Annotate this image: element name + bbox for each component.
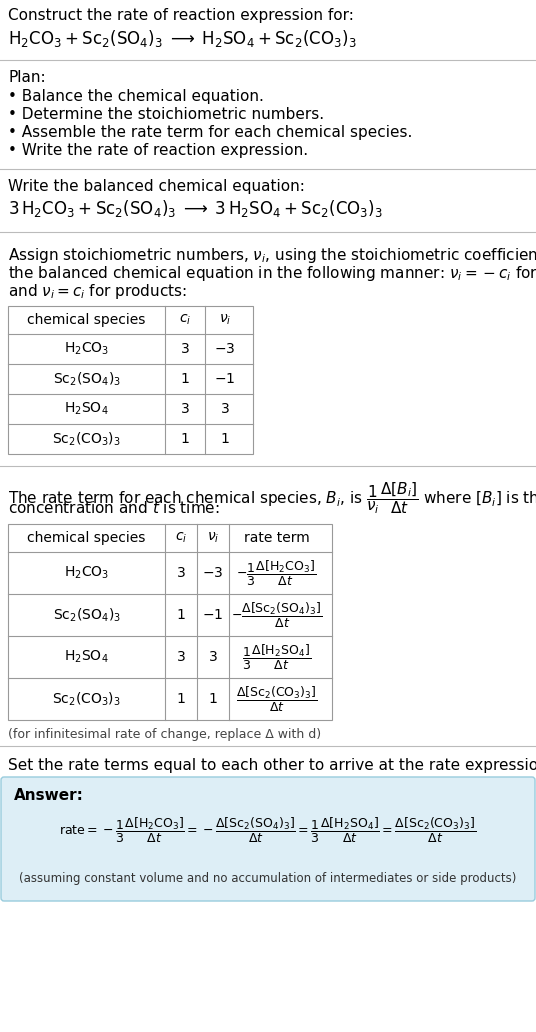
Text: $\nu_i$: $\nu_i$ — [219, 313, 231, 327]
Text: $c_i$: $c_i$ — [179, 313, 191, 327]
Text: 1: 1 — [176, 692, 185, 706]
Text: $c_i$: $c_i$ — [175, 530, 187, 545]
Text: 3: 3 — [177, 650, 185, 664]
Text: $-\dfrac{1}{3}\dfrac{\Delta[\mathrm{H_2CO_3}]}{\Delta t}$: $-\dfrac{1}{3}\dfrac{\Delta[\mathrm{H_2C… — [236, 558, 317, 587]
Bar — [8, 307, 253, 454]
Text: 3: 3 — [209, 650, 218, 664]
Text: $-\dfrac{\Delta[\mathrm{Sc_2(SO_4)_3}]}{\Delta t}$: $-\dfrac{\Delta[\mathrm{Sc_2(SO_4)_3}]}{… — [231, 601, 322, 630]
Text: $\mathrm{Sc_2(CO_3)_3}$: $\mathrm{Sc_2(CO_3)_3}$ — [52, 430, 121, 448]
Text: and $\nu_i = c_i$ for products:: and $\nu_i = c_i$ for products: — [8, 282, 187, 301]
Text: 1: 1 — [220, 432, 229, 446]
Text: $\mathrm{H_2CO_3}$: $\mathrm{H_2CO_3}$ — [64, 341, 109, 357]
Text: $-3$: $-3$ — [214, 342, 236, 356]
Text: $\dfrac{1}{3}\dfrac{\Delta[\mathrm{H_2SO_4}]}{\Delta t}$: $\dfrac{1}{3}\dfrac{\Delta[\mathrm{H_2SO… — [242, 643, 311, 672]
Text: chemical species: chemical species — [27, 531, 146, 545]
Text: $\mathrm{H_2CO_3}$: $\mathrm{H_2CO_3}$ — [64, 565, 109, 581]
Text: concentration and $t$ is time:: concentration and $t$ is time: — [8, 499, 220, 516]
Text: $-3$: $-3$ — [203, 566, 224, 580]
Text: Set the rate terms equal to each other to arrive at the rate expression:: Set the rate terms equal to each other t… — [8, 757, 536, 773]
Text: rate term: rate term — [244, 531, 309, 545]
Text: 3: 3 — [181, 342, 189, 356]
Text: • Assemble the rate term for each chemical species.: • Assemble the rate term for each chemic… — [8, 125, 412, 140]
Text: Plan:: Plan: — [8, 70, 46, 85]
Text: $\mathrm{H_2SO_4}$: $\mathrm{H_2SO_4}$ — [64, 649, 109, 666]
Text: $\nu_i$: $\nu_i$ — [207, 530, 219, 545]
Text: (for infinitesimal rate of change, replace Δ with d): (for infinitesimal rate of change, repla… — [8, 728, 321, 741]
Text: $\mathrm{Sc_2(CO_3)_3}$: $\mathrm{Sc_2(CO_3)_3}$ — [52, 690, 121, 708]
Text: $\mathrm{Sc_2(SO_4)_3}$: $\mathrm{Sc_2(SO_4)_3}$ — [53, 370, 121, 388]
Text: 3: 3 — [181, 402, 189, 416]
Text: 1: 1 — [181, 372, 189, 386]
Text: $\mathrm{rate} = -\dfrac{1}{3}\dfrac{\Delta[\mathrm{H_2CO_3}]}{\Delta t} = -\dfr: $\mathrm{rate} = -\dfrac{1}{3}\dfrac{\De… — [59, 815, 477, 844]
Text: (assuming constant volume and no accumulation of intermediates or side products): (assuming constant volume and no accumul… — [19, 872, 517, 885]
Text: • Write the rate of reaction expression.: • Write the rate of reaction expression. — [8, 143, 308, 158]
Text: Assign stoichiometric numbers, $\nu_i$, using the stoichiometric coefficients, $: Assign stoichiometric numbers, $\nu_i$, … — [8, 246, 536, 265]
Text: $-1$: $-1$ — [214, 372, 236, 386]
Text: Construct the rate of reaction expression for:: Construct the rate of reaction expressio… — [8, 8, 354, 23]
Text: the balanced chemical equation in the following manner: $\nu_i = -c_i$ for react: the balanced chemical equation in the fo… — [8, 264, 536, 283]
Text: $\mathrm{H_2CO_3 + Sc_2(SO_4)_3 \;\longrightarrow\; H_2SO_4 + Sc_2(CO_3)_3}$: $\mathrm{H_2CO_3 + Sc_2(SO_4)_3 \;\longr… — [8, 28, 356, 49]
FancyBboxPatch shape — [1, 777, 535, 901]
Text: $\mathrm{3\,H_2CO_3 + Sc_2(SO_4)_3 \;\longrightarrow\; 3\,H_2SO_4 + Sc_2(CO_3)_3: $\mathrm{3\,H_2CO_3 + Sc_2(SO_4)_3 \;\lo… — [8, 198, 383, 219]
Text: $\dfrac{\Delta[\mathrm{Sc_2(CO_3)_3}]}{\Delta t}$: $\dfrac{\Delta[\mathrm{Sc_2(CO_3)_3}]}{\… — [236, 684, 317, 713]
Text: Answer:: Answer: — [14, 788, 84, 803]
Text: Write the balanced chemical equation:: Write the balanced chemical equation: — [8, 179, 305, 194]
Text: • Determine the stoichiometric numbers.: • Determine the stoichiometric numbers. — [8, 107, 324, 122]
Text: 3: 3 — [221, 402, 229, 416]
Bar — [8, 524, 332, 720]
Text: chemical species: chemical species — [27, 313, 146, 327]
Text: The rate term for each chemical species, $B_i$, is $\dfrac{1}{\nu_i}\dfrac{\Delt: The rate term for each chemical species,… — [8, 480, 536, 516]
Text: • Balance the chemical equation.: • Balance the chemical equation. — [8, 89, 264, 104]
Text: $\mathrm{H_2SO_4}$: $\mathrm{H_2SO_4}$ — [64, 400, 109, 417]
Text: 1: 1 — [209, 692, 218, 706]
Text: $\mathrm{Sc_2(SO_4)_3}$: $\mathrm{Sc_2(SO_4)_3}$ — [53, 607, 121, 623]
Text: 1: 1 — [181, 432, 189, 446]
Text: 1: 1 — [176, 608, 185, 622]
Text: 3: 3 — [177, 566, 185, 580]
Text: $-1$: $-1$ — [203, 608, 224, 622]
